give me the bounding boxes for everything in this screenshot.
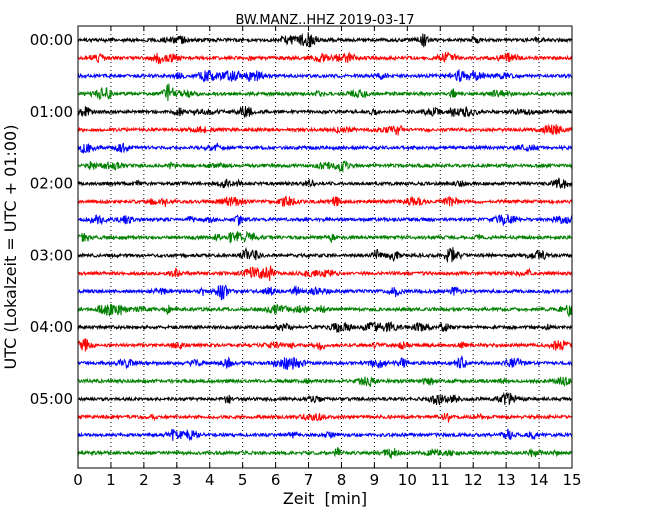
chart-title: BW.MANZ..HHZ 2019-03-17: [235, 13, 414, 28]
trace-line: [77, 265, 573, 281]
x-tick-label: 11: [431, 471, 450, 489]
x-tick-label: 4: [205, 471, 215, 489]
x-tick-label: 8: [337, 471, 347, 489]
x-tick-label: 12: [464, 471, 483, 489]
x-tick-label: 5: [238, 471, 248, 489]
trace-line: [77, 247, 573, 264]
seismic-traces: [77, 32, 573, 460]
trace-line: [77, 230, 573, 244]
trace-line: [77, 284, 573, 301]
x-tick-label: 1: [106, 471, 116, 489]
trace-line: [77, 177, 573, 190]
trace-line: [77, 304, 573, 318]
x-tick-label: 7: [304, 471, 314, 489]
x-tick-label: 13: [497, 471, 516, 489]
trace-line: [77, 142, 573, 154]
trace-line: [77, 355, 573, 370]
y-tick-label: 02:00: [30, 175, 73, 193]
y-axis-label: UTC (Lokalzeit = UTC + 01:00): [1, 125, 20, 370]
trace-line: [77, 160, 573, 173]
x-tick-label: 6: [271, 471, 281, 489]
trace-line: [77, 68, 573, 83]
x-tick-label: 0: [73, 471, 83, 489]
trace-line: [77, 123, 573, 136]
trace-line: [77, 338, 573, 352]
trace-line: [77, 83, 573, 102]
x-axis-label: Zeit [min]: [283, 489, 367, 508]
x-tick-label: 9: [370, 471, 380, 489]
x-tick-label: 14: [530, 471, 549, 489]
axis-ticks: 0 1 2 3 4 5 6 7 8 9 10 11 12 13 14 1500:0001:0002:0003:…: [30, 26, 582, 489]
y-tick-label: 00:00: [30, 31, 73, 49]
trace-line: [77, 105, 573, 119]
trace-line: [77, 51, 573, 65]
x-tick-label: 2: [139, 471, 149, 489]
trace-line: [77, 412, 573, 423]
trace-line: [77, 446, 573, 460]
trace-line: [77, 428, 573, 442]
y-tick-label: 03:00: [30, 246, 73, 264]
x-tick-label: 15: [562, 471, 581, 489]
y-tick-label: 04:00: [30, 318, 73, 336]
trace-line: [77, 214, 573, 227]
x-tick-label: 10: [398, 471, 417, 489]
y-tick-label: 01:00: [30, 103, 73, 121]
plot-frame: [77, 25, 573, 469]
trace-line: [77, 321, 573, 333]
trace-line: [77, 32, 573, 48]
trace-line: [77, 391, 573, 406]
trace-line: [77, 376, 573, 388]
y-tick-label: 05:00: [30, 390, 73, 408]
x-tick-label: 3: [172, 471, 182, 489]
trace-line: [77, 195, 573, 208]
